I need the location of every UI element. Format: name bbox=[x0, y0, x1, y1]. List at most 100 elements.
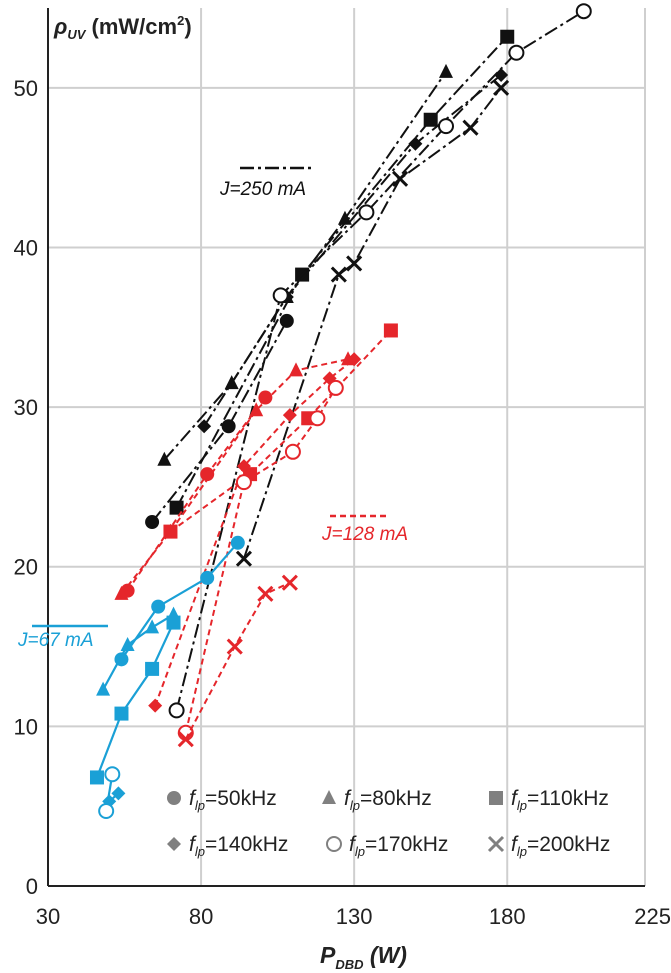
open-circle-marker bbox=[272, 287, 289, 304]
y-tick-label: 30 bbox=[14, 395, 38, 420]
triangle-marker bbox=[96, 681, 111, 696]
cross-marker bbox=[392, 170, 409, 187]
group-label-0: J=250 mA bbox=[219, 166, 313, 200]
triangle-marker bbox=[288, 362, 303, 377]
series-open-circle-j-250-ma bbox=[168, 3, 592, 719]
series-cross-j-128-ma bbox=[177, 574, 298, 748]
open-circle-marker bbox=[309, 410, 326, 427]
series-diamond-j-128-ma bbox=[148, 352, 362, 713]
group-label: J=250 mA bbox=[219, 179, 306, 200]
x-tick-label: 30 bbox=[36, 904, 60, 929]
cross-marker bbox=[226, 638, 243, 655]
series-square-j-67-ma bbox=[89, 615, 181, 785]
series-open-circle-j-67-ma bbox=[98, 766, 121, 819]
triangle-marker bbox=[322, 790, 336, 804]
legend-item: flp=80kHz bbox=[322, 787, 432, 813]
square-marker bbox=[423, 112, 438, 127]
triangle-marker bbox=[439, 63, 453, 78]
series-line bbox=[120, 542, 239, 660]
circle-marker bbox=[200, 467, 215, 482]
series-line bbox=[151, 320, 288, 523]
square-marker bbox=[89, 770, 104, 785]
axis-labels: ρUV (mW/cm2) PDBD (W) bbox=[53, 13, 407, 972]
open-circle-marker bbox=[358, 204, 375, 221]
legend-label-sub: lp bbox=[350, 798, 360, 813]
legend-label-f: f bbox=[344, 787, 352, 810]
open-circle-marker bbox=[326, 836, 342, 852]
y-axis-label: ρUV (mW/cm2) bbox=[53, 13, 192, 42]
circle-marker bbox=[221, 419, 236, 434]
series-circle-j-250-ma bbox=[145, 313, 294, 530]
group-label-2: J=67 mA bbox=[17, 624, 108, 651]
diamond-marker bbox=[167, 837, 181, 851]
square-marker bbox=[145, 661, 160, 676]
y-axis-label-symbol: ρ bbox=[53, 14, 67, 39]
legend-label: flp=170kHz bbox=[349, 833, 448, 859]
triangle-marker bbox=[337, 210, 352, 225]
circle-marker bbox=[258, 390, 273, 405]
x-tick-label: 130 bbox=[336, 904, 373, 929]
series-line bbox=[102, 613, 175, 691]
open-circle-marker bbox=[327, 379, 344, 396]
square-marker bbox=[500, 29, 515, 44]
legend-item: flp=140kHz bbox=[167, 833, 288, 859]
annotations: J=250 mA J=128 mA J=67 mA bbox=[17, 166, 408, 651]
gridlines bbox=[48, 8, 646, 886]
legend-label-value: =200kHz bbox=[527, 833, 610, 856]
diamond-marker bbox=[494, 68, 509, 83]
series-line bbox=[120, 358, 349, 595]
y-axis-label-sub: UV bbox=[67, 27, 86, 42]
y-tick-label: 20 bbox=[14, 555, 38, 580]
y-axis-label-sup: 2 bbox=[177, 13, 184, 28]
open-circle-marker bbox=[98, 802, 115, 819]
x-axis-label-unit: (W) bbox=[364, 942, 407, 968]
legend-label: flp=110kHz bbox=[511, 787, 609, 813]
legend-label-sub: lp bbox=[517, 844, 527, 859]
diamond-marker bbox=[111, 786, 126, 801]
legend-label-value: =80kHz bbox=[360, 787, 432, 810]
triangle-marker bbox=[249, 402, 264, 417]
group-label-1: J=128 mA bbox=[321, 514, 408, 545]
triangle-marker bbox=[157, 451, 172, 466]
open-circle-marker bbox=[508, 44, 525, 61]
square-marker bbox=[163, 524, 178, 539]
cross-marker bbox=[346, 255, 363, 272]
legend-label-f: f bbox=[189, 787, 197, 810]
series-cross-j-250-ma bbox=[235, 79, 510, 567]
legend-item: flp=170kHz bbox=[326, 833, 448, 859]
open-circle-marker bbox=[438, 118, 454, 135]
circle-marker bbox=[200, 570, 215, 585]
legend-label: flp=50kHz bbox=[189, 787, 277, 813]
y-tick-label: 0 bbox=[26, 874, 38, 899]
square-marker bbox=[166, 615, 181, 630]
legend-label-f: f bbox=[511, 787, 519, 810]
square-marker bbox=[169, 500, 184, 515]
diamond-marker bbox=[197, 419, 212, 434]
series-square-j-128-ma bbox=[163, 323, 398, 539]
cross-marker bbox=[281, 574, 298, 591]
group-label: J=128 mA bbox=[321, 524, 408, 545]
legend-item: flp=200kHz bbox=[487, 833, 610, 859]
open-circle-marker bbox=[235, 474, 252, 491]
x-axis-label-symbol: P bbox=[320, 942, 336, 968]
open-circle-marker bbox=[575, 3, 592, 20]
y-tick-label: 10 bbox=[14, 714, 38, 739]
axes bbox=[47, 8, 645, 887]
cross-marker bbox=[177, 731, 194, 748]
legend-label-sub: lp bbox=[517, 798, 527, 813]
series-circle-j-67-ma bbox=[114, 535, 245, 667]
open-circle-marker bbox=[104, 766, 121, 783]
x-tick-label: 225 bbox=[634, 904, 671, 929]
x-tick-label: 180 bbox=[489, 904, 526, 929]
cross-marker bbox=[493, 79, 510, 96]
triangle-marker bbox=[145, 619, 160, 634]
legend-label-value: =170kHz bbox=[365, 833, 448, 856]
x-tick-label: 80 bbox=[189, 904, 213, 929]
legend-label-sub: lp bbox=[195, 844, 205, 859]
diamond-marker bbox=[282, 408, 297, 423]
legend-item: flp=110kHz bbox=[489, 787, 609, 813]
circle-marker bbox=[151, 599, 166, 614]
y-tick-label: 50 bbox=[14, 76, 38, 101]
group-label: J=67 mA bbox=[17, 630, 94, 651]
